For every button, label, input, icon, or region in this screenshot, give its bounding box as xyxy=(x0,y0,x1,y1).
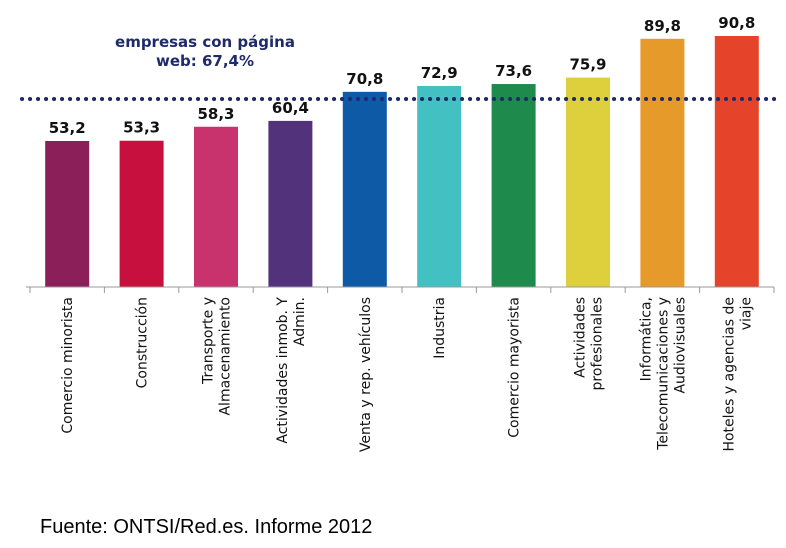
bar xyxy=(194,126,238,287)
category-label-line: Construcción xyxy=(135,297,151,388)
category-label: Hoteles y agencias de viaje xyxy=(721,297,754,452)
bar xyxy=(119,140,164,287)
category-label: Construcción xyxy=(135,297,151,388)
category-label-line: Comercio mayorista xyxy=(507,297,523,438)
bars-group xyxy=(45,36,759,288)
category-label: Industria xyxy=(432,297,448,359)
category-label-line: Almacenamiento xyxy=(218,297,234,416)
category-label: Comercio mayorista xyxy=(507,297,523,438)
value-label: 75,9 xyxy=(569,56,606,74)
category-label-line: viaje xyxy=(738,297,754,330)
category-label-line: Venta y rep. vehículos xyxy=(358,297,374,452)
value-label: 72,9 xyxy=(421,64,458,82)
category-label-line: profesionales xyxy=(590,297,606,390)
category-label-line: Comercio minorista xyxy=(60,297,76,434)
category-label-line: Hoteles y agencias de xyxy=(721,297,737,452)
category-label-line: Informática, xyxy=(638,297,654,381)
bar xyxy=(417,85,462,288)
category-label-line: Actividades xyxy=(573,297,589,378)
bar xyxy=(566,77,610,287)
category-label-line: Transporte y xyxy=(201,297,217,385)
value-label: 58,3 xyxy=(197,105,234,123)
value-label: 73,6 xyxy=(495,62,532,80)
category-label-line: Telecomunicaciones y xyxy=(655,297,671,451)
value-labels-group: 53,2 53,3 58,3 60,4 70,8 72,9 73,6 75,9 89,8 90,8 xyxy=(49,14,756,137)
category-label: Transporte y Almacenamiento xyxy=(201,297,234,416)
bar xyxy=(491,84,536,287)
category-label: Venta y rep. vehículos xyxy=(358,297,374,452)
value-label: 60,4 xyxy=(272,99,309,117)
value-label: 89,8 xyxy=(644,17,681,35)
bar xyxy=(342,91,387,287)
x-axis xyxy=(26,286,775,293)
bar xyxy=(268,120,313,287)
category-label-line: Actividades inmob. Y xyxy=(275,297,291,444)
bar xyxy=(714,36,759,287)
category-labels-group: Comercio minorista Construcción Transporte… xyxy=(60,297,754,452)
value-label: 70,8 xyxy=(346,70,383,88)
source-caption: Fuente: ONTSI/Red.es. Informe 2012 xyxy=(40,516,373,538)
value-label: 90,8 xyxy=(718,14,755,32)
bar xyxy=(640,38,685,287)
category-label: Comercio minorista xyxy=(60,297,76,434)
reference-label-line: web: 67,4% xyxy=(156,52,254,70)
category-label-line: Industria xyxy=(432,297,448,359)
reference-label-line: empresas con página xyxy=(115,33,295,51)
category-label: Informática, Telecomunicaciones y Audiovis… xyxy=(638,297,688,451)
category-label: Actividades inmob. Y Admin. xyxy=(275,297,308,444)
value-label: 53,3 xyxy=(123,119,160,137)
category-label-line: Audiovisuales xyxy=(672,297,688,394)
value-label: 53,2 xyxy=(49,119,86,137)
category-label-line: Admin. xyxy=(292,297,308,346)
bar xyxy=(45,141,90,287)
category-label: Actividades profesionales xyxy=(573,297,606,390)
